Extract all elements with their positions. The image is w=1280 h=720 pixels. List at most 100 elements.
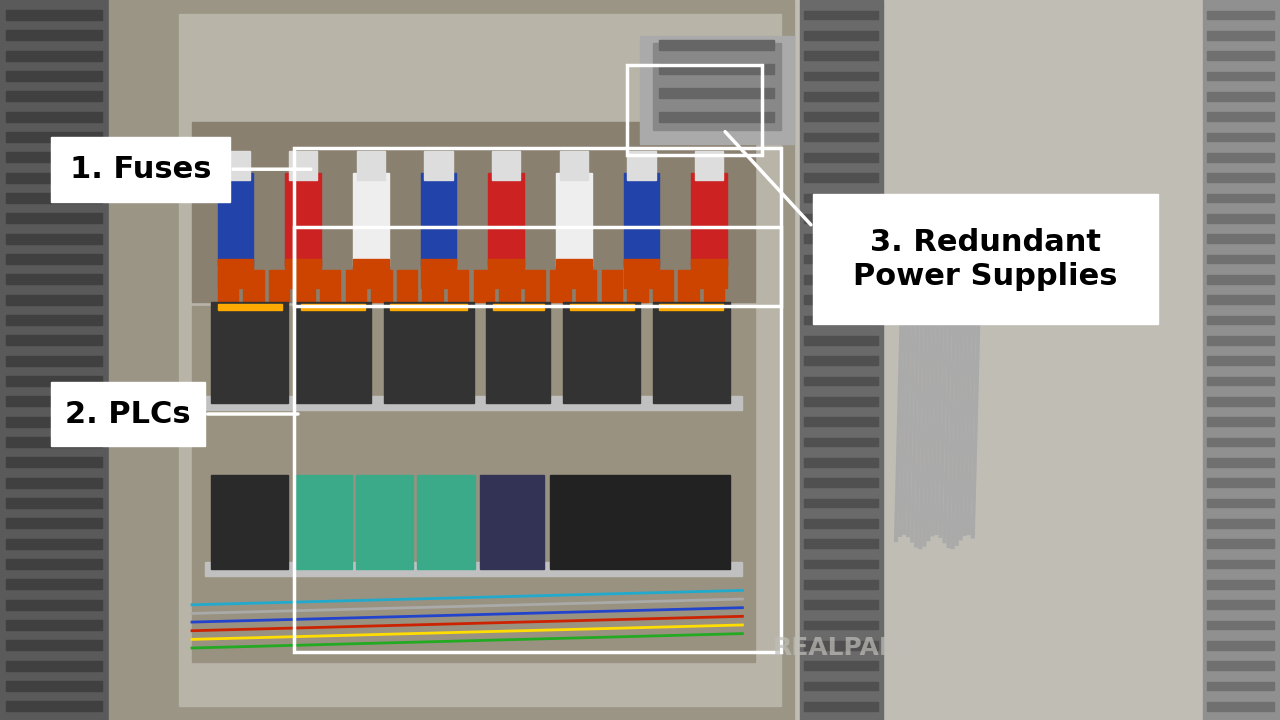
Bar (6, 417, 102, 427)
Bar (691, 173, 727, 266)
Bar (294, 302, 371, 403)
Bar (804, 174, 878, 182)
Bar (480, 475, 544, 569)
Bar (243, 270, 264, 302)
Bar (1207, 662, 1274, 670)
Bar (192, 122, 755, 302)
Bar (627, 270, 648, 302)
Bar (218, 270, 238, 302)
Bar (205, 396, 742, 410)
Bar (623, 173, 659, 266)
Bar (397, 270, 417, 302)
Bar (6, 336, 102, 346)
Bar (353, 173, 389, 266)
Bar (6, 498, 102, 508)
Bar (804, 295, 878, 304)
Bar (6, 234, 102, 244)
Bar (6, 681, 102, 691)
Bar (1207, 580, 1274, 589)
Bar (6, 600, 102, 610)
Bar (1207, 51, 1274, 60)
Bar (804, 112, 878, 121)
Bar (804, 438, 878, 446)
Bar (804, 641, 878, 649)
Bar (804, 519, 878, 528)
Bar (653, 270, 673, 302)
Bar (804, 336, 878, 345)
Bar (804, 255, 878, 264)
Bar (627, 151, 655, 180)
Bar (6, 30, 102, 40)
Bar (1207, 235, 1274, 243)
Bar (804, 316, 878, 325)
Bar (179, 14, 781, 706)
Bar (556, 173, 591, 266)
Bar (1207, 702, 1274, 711)
Bar (602, 270, 622, 302)
Bar (1207, 519, 1274, 528)
Bar (384, 302, 474, 403)
Bar (804, 11, 878, 19)
Bar (1207, 438, 1274, 446)
Bar (704, 270, 724, 302)
Bar (499, 270, 520, 302)
Bar (1207, 458, 1274, 467)
Bar (563, 302, 640, 403)
Bar (211, 302, 288, 403)
Bar (6, 50, 102, 60)
Bar (1207, 153, 1274, 162)
Bar (659, 40, 774, 50)
Text: 2. PLCs: 2. PLCs (65, 400, 191, 428)
FancyBboxPatch shape (813, 194, 1158, 324)
Bar (421, 173, 457, 266)
Bar (6, 213, 102, 223)
Bar (804, 51, 878, 60)
Bar (448, 270, 468, 302)
Bar (6, 640, 102, 650)
Bar (6, 477, 102, 487)
Bar (492, 151, 520, 180)
Bar (6, 112, 102, 122)
Bar (6, 701, 102, 711)
Bar (192, 306, 755, 662)
Bar (1207, 397, 1274, 405)
Bar (6, 457, 102, 467)
Bar (1207, 31, 1274, 40)
Bar (804, 539, 878, 548)
Bar (1207, 112, 1274, 121)
Bar (1207, 72, 1274, 81)
Bar (6, 559, 102, 569)
Bar (218, 304, 282, 310)
Bar (353, 259, 389, 288)
Bar (1207, 132, 1274, 141)
Bar (659, 88, 774, 99)
Bar (1207, 275, 1274, 284)
Bar (1207, 316, 1274, 325)
Bar (525, 270, 545, 302)
Bar (421, 259, 457, 288)
Bar (800, 0, 883, 720)
Bar (804, 580, 878, 589)
Bar (6, 91, 102, 102)
Bar (1207, 295, 1274, 304)
Bar (6, 539, 102, 549)
Bar (285, 259, 321, 288)
Bar (559, 151, 588, 180)
Bar (1207, 641, 1274, 649)
Bar (804, 499, 878, 508)
Bar (371, 270, 392, 302)
Bar (486, 302, 550, 403)
Bar (550, 475, 730, 569)
Bar (6, 376, 102, 386)
Bar (493, 304, 544, 310)
Bar (6, 193, 102, 203)
Bar (6, 132, 102, 142)
Bar (1207, 174, 1274, 182)
Bar (6, 71, 102, 81)
Bar (678, 270, 699, 302)
Bar (417, 475, 475, 569)
Bar (346, 270, 366, 302)
Bar (804, 92, 878, 101)
Bar (804, 377, 878, 385)
Bar (474, 270, 494, 302)
